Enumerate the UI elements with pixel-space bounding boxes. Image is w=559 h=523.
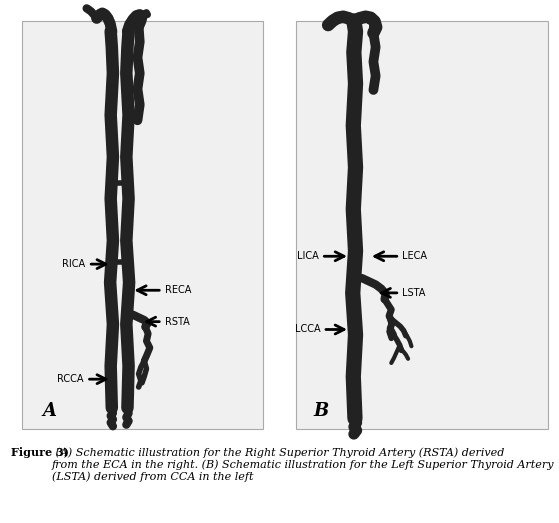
Text: Figure 3): Figure 3) [11,447,69,458]
Text: B: B [313,402,328,420]
Text: RECA: RECA [165,285,191,295]
Text: RICA: RICA [63,259,86,269]
Text: RCCA: RCCA [58,374,84,384]
Text: LSTA: LSTA [402,288,426,298]
Text: LCCA: LCCA [295,324,320,335]
Bar [296,21,548,429]
Text: RSTA: RSTA [165,316,190,327]
Text: LECA: LECA [402,251,428,262]
Text: (A) Schematic illustration for the Right Superior Thyroid Artery (RSTA) derived
: (A) Schematic illustration for the Right… [52,447,555,482]
Text: A: A [42,402,56,420]
Bar [22,21,263,429]
Text: LICA: LICA [297,251,319,262]
